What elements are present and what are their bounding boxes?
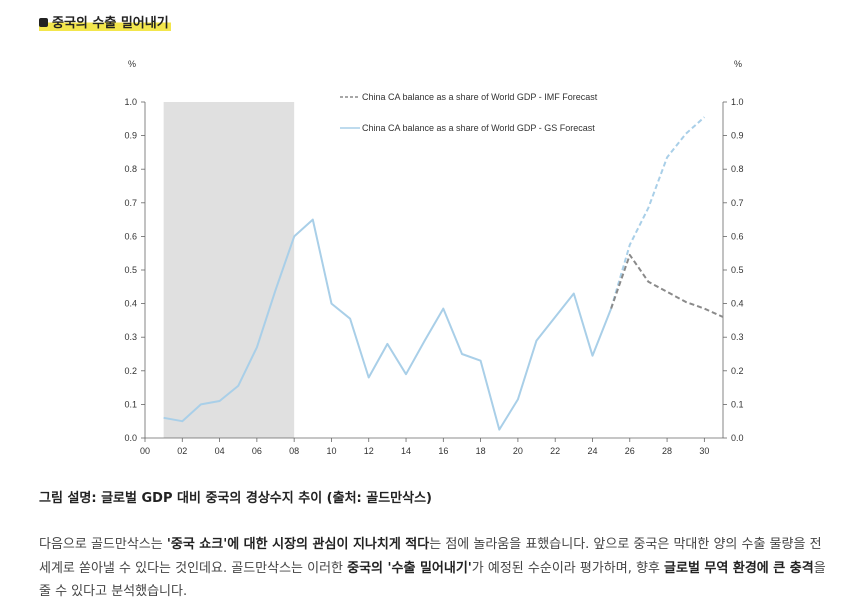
x-tick-label: 00 <box>140 446 150 456</box>
y-tick-label-left: 1.0 <box>124 97 137 107</box>
figure-caption: 그림 설명: 글로벌 GDP 대비 중국의 경상수지 추이 (출처: 골드만삭스… <box>39 491 433 506</box>
shaded-period <box>163 102 295 438</box>
paragraph-text: 가 예정된 수순이라 평가하며, 향후 <box>471 560 665 576</box>
y-tick-label-right: 0.2 <box>731 366 744 376</box>
ca-balance-chart: %% 0.0 0.0 0.1 0.1 0.2 0.2 0.3 0.3 0.4 0.4 0.5 0.5 0.… <box>110 52 755 462</box>
y-tick-label-right: 1.0 <box>731 97 744 107</box>
series-line <box>610 116 706 309</box>
emphasis-text: 글로벌 무역 환경에 큰 충격 <box>664 560 814 576</box>
y-tick-label-left: 0.6 <box>124 231 137 241</box>
y-tick-label-left: 0.7 <box>124 198 137 208</box>
paragraph-text: 다음으로 골드만삭스는 <box>39 537 167 552</box>
x-tick-label: 08 <box>289 446 299 456</box>
y-tick-label-left: 0.0 <box>124 433 137 443</box>
y-tick-label-right: 0.6 <box>731 231 744 241</box>
x-tick-label: 30 <box>699 446 709 456</box>
paragraph-text: 을 줄 수 있다고 분석했습니다. <box>39 560 826 600</box>
y-tick-label-left: 0.1 <box>124 399 137 409</box>
y-tick-label-right: 0.1 <box>731 399 744 409</box>
y-unit-right: % <box>734 59 742 69</box>
y-tick-label-right: 0.5 <box>731 265 744 275</box>
paragraph-text: 는 점에 놀라움을 표했습니다. 앞으로 중국은 막대한 양의 수출 물량을 전… <box>39 537 822 576</box>
x-tick-label: 16 <box>438 446 448 456</box>
y-tick-label-left: 0.9 <box>124 131 137 141</box>
x-tick-label: 20 <box>513 446 523 456</box>
y-tick-label-right: 0.0 <box>731 433 744 443</box>
legend-label: China CA balance as a share of World GDP… <box>362 92 598 102</box>
x-tick-label: 02 <box>177 446 187 456</box>
body-paragraph: 다음으로 골드만삭스는 '중국 쇼크'에 대한 시장의 관심이 지나치게 적다는… <box>39 533 829 604</box>
series-line <box>610 253 724 318</box>
y-tick-label-left: 0.8 <box>124 164 137 174</box>
y-tick-label-right: 0.4 <box>731 299 744 309</box>
y-tick-label-right: 0.9 <box>731 131 744 141</box>
y-tick-label-left: 0.5 <box>124 265 137 275</box>
section-heading: 중국의 수출 밀어내기 <box>39 12 171 31</box>
y-unit-left: % <box>128 59 136 69</box>
y-tick-label-left: 0.2 <box>124 366 137 376</box>
legend-label: China CA balance as a share of World GDP… <box>362 123 595 133</box>
emphasis-text: 중국의 '수출 밀어내기' <box>347 560 472 576</box>
y-tick-label-left: 0.3 <box>124 332 137 342</box>
x-tick-label: 10 <box>326 446 336 456</box>
x-tick-label: 24 <box>587 446 597 456</box>
y-tick-label-right: 0.3 <box>731 332 744 342</box>
x-tick-label: 22 <box>550 446 560 456</box>
section-heading-text: 중국의 수출 밀어내기 <box>52 16 169 31</box>
x-tick-label: 04 <box>215 446 225 456</box>
y-tick-label-right: 0.8 <box>731 164 744 174</box>
y-tick-label-left: 0.4 <box>124 299 137 309</box>
x-tick-label: 06 <box>252 446 262 456</box>
series-line <box>163 218 613 431</box>
emphasis-text: '중국 쇼크'에 대한 시장의 관심이 지나치게 적다 <box>166 537 430 552</box>
chart-svg: % % 0.0 0.0 0.1 0.1 0.2 0.2 0.3 0.3 0.4 0.4 0.5 0.5 0.… <box>110 52 755 462</box>
square-bullet-icon <box>39 18 48 27</box>
x-tick-label: 26 <box>625 446 635 456</box>
x-tick-label: 28 <box>662 446 672 456</box>
y-tick-label-right: 0.7 <box>731 198 744 208</box>
x-tick-label: 12 <box>364 446 374 456</box>
x-tick-label: 18 <box>476 446 486 456</box>
x-tick-label: 14 <box>401 446 411 456</box>
